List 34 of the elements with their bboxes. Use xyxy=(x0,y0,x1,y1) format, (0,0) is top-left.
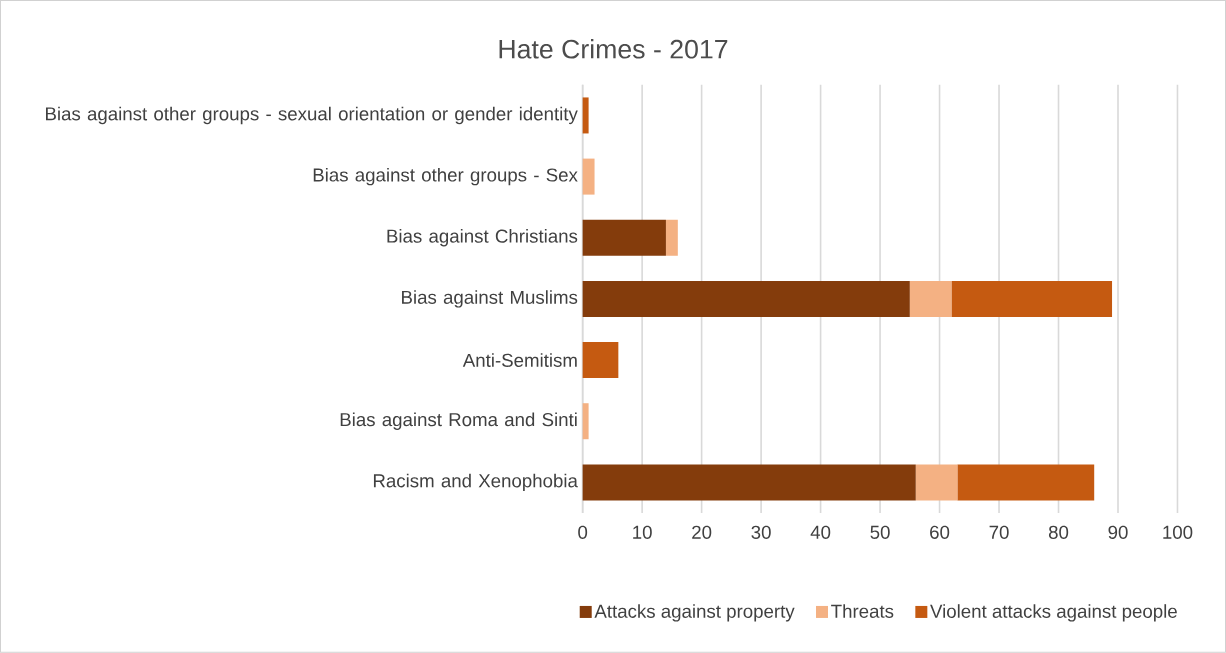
y-tick-label: Anti-Semitism xyxy=(462,353,577,368)
y-tick-label: Bias against other groups - sexual orientation or gender identity xyxy=(46,106,578,125)
x-tick-label: 100 xyxy=(1163,525,1193,539)
x-tick-label: 40 xyxy=(810,525,831,539)
x-tick-label: 20 xyxy=(692,525,712,539)
bar xyxy=(582,158,595,195)
x-tick-label: 0 xyxy=(578,525,588,539)
bar xyxy=(582,464,916,501)
bar xyxy=(915,464,958,501)
x-tick-label: 30 xyxy=(751,525,771,539)
x-tick-label: 80 xyxy=(1048,525,1069,539)
legend-label: Threats xyxy=(831,604,894,618)
bar xyxy=(582,342,619,379)
bar xyxy=(665,219,678,256)
bar xyxy=(957,464,1095,501)
x-tick-label: 10 xyxy=(633,525,652,539)
x-tick-label: 70 xyxy=(989,525,1009,539)
legend-label: Attacks against property xyxy=(594,604,795,622)
bar xyxy=(909,280,952,317)
bar xyxy=(582,219,666,256)
bar xyxy=(582,280,910,317)
y-tick-label: Bias against Roma and Sinti xyxy=(340,412,577,430)
bar xyxy=(582,97,589,134)
y-tick-label: Racism and Xenophobia xyxy=(373,473,578,492)
y-tick-label: Bias against Christians xyxy=(387,229,578,247)
x-tick-label: 90 xyxy=(1108,525,1128,539)
x-tick-label: 50 xyxy=(870,525,890,539)
x-tick-label: 60 xyxy=(930,525,950,539)
chart-title: Hate Crimes - 2017 xyxy=(499,39,728,59)
y-tick-label: Bias against Muslims xyxy=(402,290,578,308)
legend-label: Violent attacks against people xyxy=(930,604,1177,622)
y-tick-label: Bias against other groups - Sex xyxy=(313,167,578,186)
bar xyxy=(951,280,1113,317)
bar xyxy=(582,403,589,440)
